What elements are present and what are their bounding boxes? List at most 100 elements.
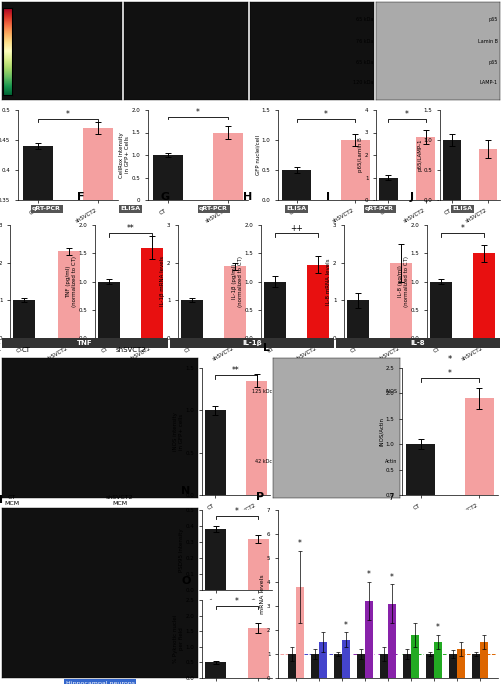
Bar: [464, 399, 493, 495]
Bar: [224, 267, 246, 338]
Text: qRT-PCR: qRT-PCR: [365, 207, 394, 211]
Bar: [205, 529, 226, 590]
Text: O: O: [181, 577, 190, 586]
Y-axis label: p65/Lamin B: p65/Lamin B: [359, 137, 363, 172]
Text: 125 kDc: 125 kDc: [252, 389, 272, 394]
Text: 65 kDa: 65 kDa: [356, 17, 374, 22]
Text: ELISA: ELISA: [287, 207, 307, 211]
Text: K: K: [0, 343, 1, 353]
Bar: [283, 170, 312, 200]
Text: P: P: [256, 492, 264, 502]
Text: M: M: [0, 495, 3, 505]
Y-axis label: IL-8 mRNA levels: IL-8 mRNA levels: [327, 259, 332, 305]
Text: *: *: [460, 224, 464, 233]
Bar: [480, 642, 488, 678]
Y-axis label: iNOS/Actin: iNOS/Actin: [379, 417, 384, 446]
Text: IL-1β: IL-1β: [242, 340, 262, 346]
Bar: [449, 654, 457, 678]
Y-axis label: TNF (pg/ml)
(normalized to CT): TNF (pg/ml) (normalized to CT): [67, 256, 77, 307]
Bar: [246, 381, 267, 495]
Text: *: *: [298, 539, 302, 548]
Text: G: G: [160, 192, 169, 202]
Text: 76 kDa: 76 kDa: [356, 39, 374, 44]
Text: H: H: [243, 192, 253, 202]
Y-axis label: IL-1β mRNA levels: IL-1β mRNA levels: [160, 256, 165, 306]
Bar: [434, 642, 442, 678]
Bar: [98, 282, 120, 338]
Text: p65: p65: [488, 17, 497, 22]
Text: *: *: [235, 508, 239, 516]
Text: **: **: [232, 366, 240, 375]
Text: 7: 7: [388, 493, 393, 502]
Bar: [347, 300, 369, 338]
Bar: [342, 640, 350, 678]
Text: I: I: [326, 192, 330, 202]
Bar: [141, 248, 163, 338]
Text: Actin: Actin: [385, 459, 397, 464]
Text: *: *: [235, 597, 239, 606]
Bar: [357, 654, 365, 678]
Text: *: *: [196, 108, 200, 117]
Y-axis label: mRNA levels: mRNA levels: [261, 574, 266, 614]
Bar: [205, 662, 226, 678]
Y-axis label: PSD95 Intensity: PSD95 Intensity: [179, 528, 184, 572]
Bar: [430, 282, 452, 338]
Bar: [457, 649, 465, 678]
Bar: [403, 654, 411, 678]
Text: *: *: [344, 620, 348, 629]
Y-axis label: IL-8 (pg/ml)
(normalized to CT): IL-8 (pg/ml) (normalized to CT): [398, 256, 409, 307]
Bar: [83, 128, 113, 410]
Bar: [379, 178, 398, 200]
Bar: [334, 654, 342, 678]
Text: *: *: [405, 110, 409, 119]
Bar: [479, 149, 497, 200]
Bar: [264, 282, 286, 338]
Text: p65: p65: [488, 60, 497, 65]
Text: J: J: [409, 192, 413, 202]
Bar: [472, 654, 480, 678]
Text: N: N: [181, 486, 190, 496]
Text: Lamin B: Lamin B: [477, 39, 497, 44]
Bar: [296, 587, 304, 678]
Text: **: **: [127, 224, 134, 233]
Bar: [426, 654, 434, 678]
Text: TNF: TNF: [77, 340, 93, 346]
Bar: [341, 140, 370, 200]
Text: Hippocampal neurons: Hippocampal neurons: [66, 681, 134, 684]
Text: qRT-PCR: qRT-PCR: [32, 207, 61, 211]
Bar: [380, 654, 388, 678]
Bar: [388, 603, 396, 678]
Bar: [247, 628, 269, 678]
Text: shSVCT2: shSVCT2: [116, 347, 146, 354]
Text: *: *: [436, 623, 440, 632]
Bar: [473, 253, 495, 338]
Bar: [311, 654, 319, 678]
Y-axis label: % Pyknotic nuclei
per field: % Pyknotic nuclei per field: [173, 615, 184, 663]
Text: *: *: [448, 354, 452, 364]
Bar: [411, 635, 419, 678]
Text: 42 kDc: 42 kDc: [255, 459, 272, 464]
Bar: [152, 155, 183, 200]
Bar: [181, 300, 203, 338]
Bar: [390, 263, 412, 338]
Text: *: *: [324, 110, 328, 119]
Bar: [14, 300, 36, 338]
Text: 120 kDa: 120 kDa: [353, 80, 374, 85]
Y-axis label: iNOS intensity
in GFP+ cells: iNOS intensity in GFP+ cells: [173, 412, 184, 451]
Bar: [416, 137, 435, 200]
Y-axis label: CellRox Intensity
in GFP+ Cells: CellRox Intensity in GFP+ Cells: [119, 132, 130, 178]
Text: LAMP-1: LAMP-1: [479, 80, 497, 85]
Bar: [58, 251, 80, 338]
Text: *: *: [367, 570, 371, 579]
Bar: [319, 642, 327, 678]
Text: F: F: [77, 192, 85, 202]
Bar: [307, 265, 329, 338]
Text: CT
MCM: CT MCM: [4, 495, 20, 505]
Text: qRT-PCR: qRT-PCR: [199, 207, 228, 211]
Text: ELISA: ELISA: [120, 207, 141, 211]
Bar: [23, 146, 53, 410]
Text: IL-8: IL-8: [411, 340, 425, 346]
Bar: [288, 654, 296, 678]
Y-axis label: GFP nuclei/cell: GFP nuclei/cell: [255, 135, 260, 175]
Bar: [247, 539, 269, 590]
